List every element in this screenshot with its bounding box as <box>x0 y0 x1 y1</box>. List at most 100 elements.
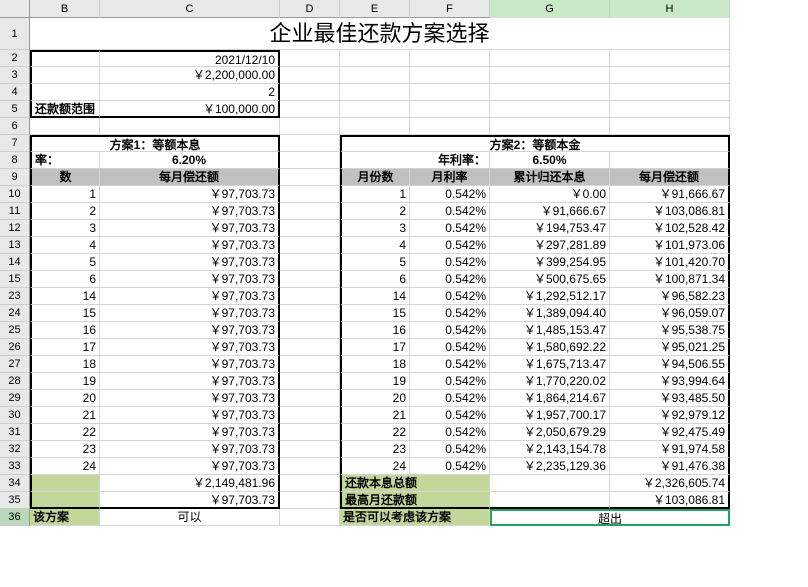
cell-v2[interactable]: ￥96,582.23 <box>610 288 730 305</box>
cell-v2[interactable]: ￥91,476.38 <box>610 458 730 475</box>
cell[interactable] <box>410 50 490 67</box>
cell[interactable] <box>490 101 610 118</box>
row-hdr[interactable]: 28 <box>0 373 29 390</box>
cell-c[interactable]: ￥297,281.89 <box>490 237 610 254</box>
cell[interactable] <box>30 118 100 135</box>
cell-range[interactable]: ￥100,000.00 <box>100 101 280 118</box>
cell-n[interactable]: 14 <box>30 288 100 305</box>
row-hdr[interactable]: 12 <box>0 220 29 237</box>
cell-m[interactable]: 2 <box>340 203 410 220</box>
cell-v2[interactable]: ￥92,475.49 <box>610 424 730 441</box>
cell[interactable]: 年利率： <box>340 152 490 169</box>
cell[interactable] <box>340 50 410 67</box>
cell-m[interactable]: 19 <box>340 373 410 390</box>
plan2-title[interactable]: 方案2：等额本金 <box>340 135 730 152</box>
cell-r[interactable]: 0.542% <box>410 322 490 339</box>
row-hdr[interactable]: 25 <box>0 322 29 339</box>
cell[interactable] <box>490 84 610 101</box>
hdr-num[interactable]: 数 <box>30 169 100 186</box>
cell-v1[interactable]: ￥97,703.73 <box>100 203 280 220</box>
cell[interactable] <box>280 237 340 254</box>
cell-m[interactable]: 15 <box>340 305 410 322</box>
cell-n[interactable]: 1 <box>30 186 100 203</box>
cell[interactable] <box>340 67 410 84</box>
cell-r[interactable]: 0.542% <box>410 339 490 356</box>
cell-c[interactable]: ￥2,235,129.36 <box>490 458 610 475</box>
cell-range-label[interactable]: 还款额范围 <box>30 101 100 118</box>
cell-n[interactable]: 22 <box>30 424 100 441</box>
cell[interactable] <box>340 84 410 101</box>
cell-r[interactable]: 0.542% <box>410 424 490 441</box>
cell[interactable] <box>610 152 730 169</box>
col-hdr-f[interactable]: F <box>410 0 490 18</box>
cell-n[interactable]: 2 <box>30 203 100 220</box>
cell-r[interactable]: 0.542% <box>410 203 490 220</box>
cell[interactable] <box>280 118 340 135</box>
cell-r[interactable]: 0.542% <box>410 356 490 373</box>
cell[interactable] <box>280 271 340 288</box>
cell-v1[interactable]: ￥97,703.73 <box>100 373 280 390</box>
cell[interactable] <box>280 373 340 390</box>
cell-r[interactable]: 0.542% <box>410 288 490 305</box>
cell-r[interactable]: 0.542% <box>410 373 490 390</box>
cell[interactable] <box>610 84 730 101</box>
cell-m[interactable]: 14 <box>340 288 410 305</box>
cell-m[interactable]: 21 <box>340 407 410 424</box>
cell[interactable] <box>280 356 340 373</box>
row-hdr[interactable]: 35 <box>0 492 29 509</box>
cell-v1[interactable]: ￥97,703.73 <box>100 237 280 254</box>
cell[interactable] <box>610 67 730 84</box>
cell[interactable] <box>490 475 610 492</box>
row-hdr[interactable]: 15 <box>0 271 29 288</box>
hdr-month[interactable]: 月份数 <box>340 169 410 186</box>
row-hdr[interactable]: 26 <box>0 339 29 356</box>
cell-r[interactable]: 0.542% <box>410 186 490 203</box>
hdr-payment[interactable]: 每月偿还额 <box>100 169 280 186</box>
cell-v2[interactable]: ￥95,538.75 <box>610 322 730 339</box>
cell[interactable] <box>100 118 280 135</box>
cell[interactable] <box>340 101 410 118</box>
cell[interactable] <box>490 492 610 509</box>
max1[interactable]: ￥97,703.73 <box>100 492 280 509</box>
cell-c[interactable]: ￥1,675,713.47 <box>490 356 610 373</box>
cell[interactable] <box>280 254 340 271</box>
hdr-rate[interactable]: 月利率 <box>410 169 490 186</box>
row-hdr[interactable]: 14 <box>0 254 29 271</box>
cell[interactable] <box>280 492 340 509</box>
cell-c[interactable]: ￥1,389,094.40 <box>490 305 610 322</box>
cell-m[interactable]: 1 <box>340 186 410 203</box>
cell-c[interactable]: ￥500,675.65 <box>490 271 610 288</box>
cell[interactable] <box>490 50 610 67</box>
cell[interactable] <box>280 339 340 356</box>
cell-n[interactable]: 17 <box>30 339 100 356</box>
hdr-payment2[interactable]: 每月偿还额 <box>610 169 730 186</box>
cell-n[interactable]: 3 <box>30 220 100 237</box>
cell-m[interactable]: 5 <box>340 254 410 271</box>
cell[interactable] <box>280 390 340 407</box>
cell-v1[interactable]: ￥97,703.73 <box>100 356 280 373</box>
cell[interactable] <box>280 186 340 203</box>
cell-c[interactable]: ￥1,957,700.17 <box>490 407 610 424</box>
row-hdr[interactable]: 27 <box>0 356 29 373</box>
cell[interactable] <box>410 67 490 84</box>
cell[interactable] <box>340 118 410 135</box>
cell-r[interactable]: 0.542% <box>410 407 490 424</box>
cell-v2[interactable]: ￥102,528.42 <box>610 220 730 237</box>
cell-r[interactable]: 0.542% <box>410 305 490 322</box>
cell[interactable] <box>410 101 490 118</box>
cell-r[interactable]: 0.542% <box>410 220 490 237</box>
row-hdr[interactable]: 23 <box>0 288 29 305</box>
cell-v2[interactable]: ￥91,974.58 <box>610 441 730 458</box>
cell-v2[interactable]: ￥96,059.07 <box>610 305 730 322</box>
max2[interactable]: ￥103,086.81 <box>610 492 730 509</box>
cell[interactable] <box>280 220 340 237</box>
row-hdr[interactable]: 31 <box>0 424 29 441</box>
cell[interactable] <box>280 441 340 458</box>
cell[interactable] <box>280 424 340 441</box>
cell[interactable] <box>280 203 340 220</box>
row-hdr[interactable]: 7 <box>0 135 29 152</box>
consider-label1[interactable]: 该方案 <box>30 509 100 526</box>
cell-r[interactable]: 0.542% <box>410 254 490 271</box>
cell-n[interactable]: 21 <box>30 407 100 424</box>
row-hdr[interactable]: 34 <box>0 475 29 492</box>
